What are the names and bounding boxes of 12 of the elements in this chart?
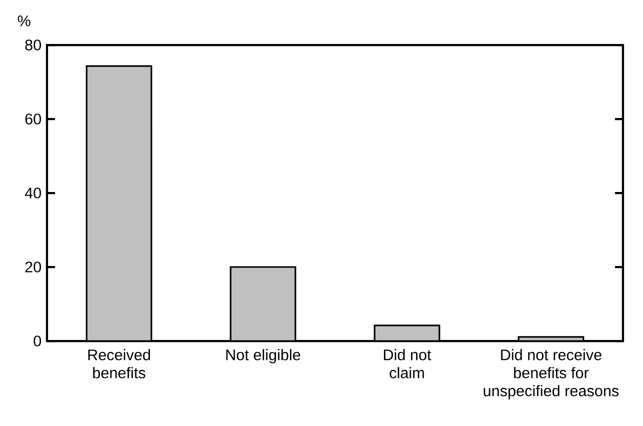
x-tick-label: Received benefits bbox=[88, 349, 150, 378]
y-tick-label: 0 bbox=[34, 336, 42, 346]
bar bbox=[230, 266, 296, 342]
y-tick-label: 60 bbox=[25, 114, 42, 124]
x-tick-label: Did not claim bbox=[384, 349, 432, 378]
x-tick-label: Not eligible bbox=[226, 349, 300, 364]
y-tick-label: 20 bbox=[25, 262, 42, 272]
y-tick-label: 80 bbox=[25, 40, 42, 50]
bar bbox=[86, 65, 152, 342]
x-tick-label: Did not receive benefits for unspecified reasons bbox=[484, 349, 619, 400]
y-axis-title: % bbox=[18, 16, 30, 26]
y-tick-label: 40 bbox=[24, 188, 42, 198]
